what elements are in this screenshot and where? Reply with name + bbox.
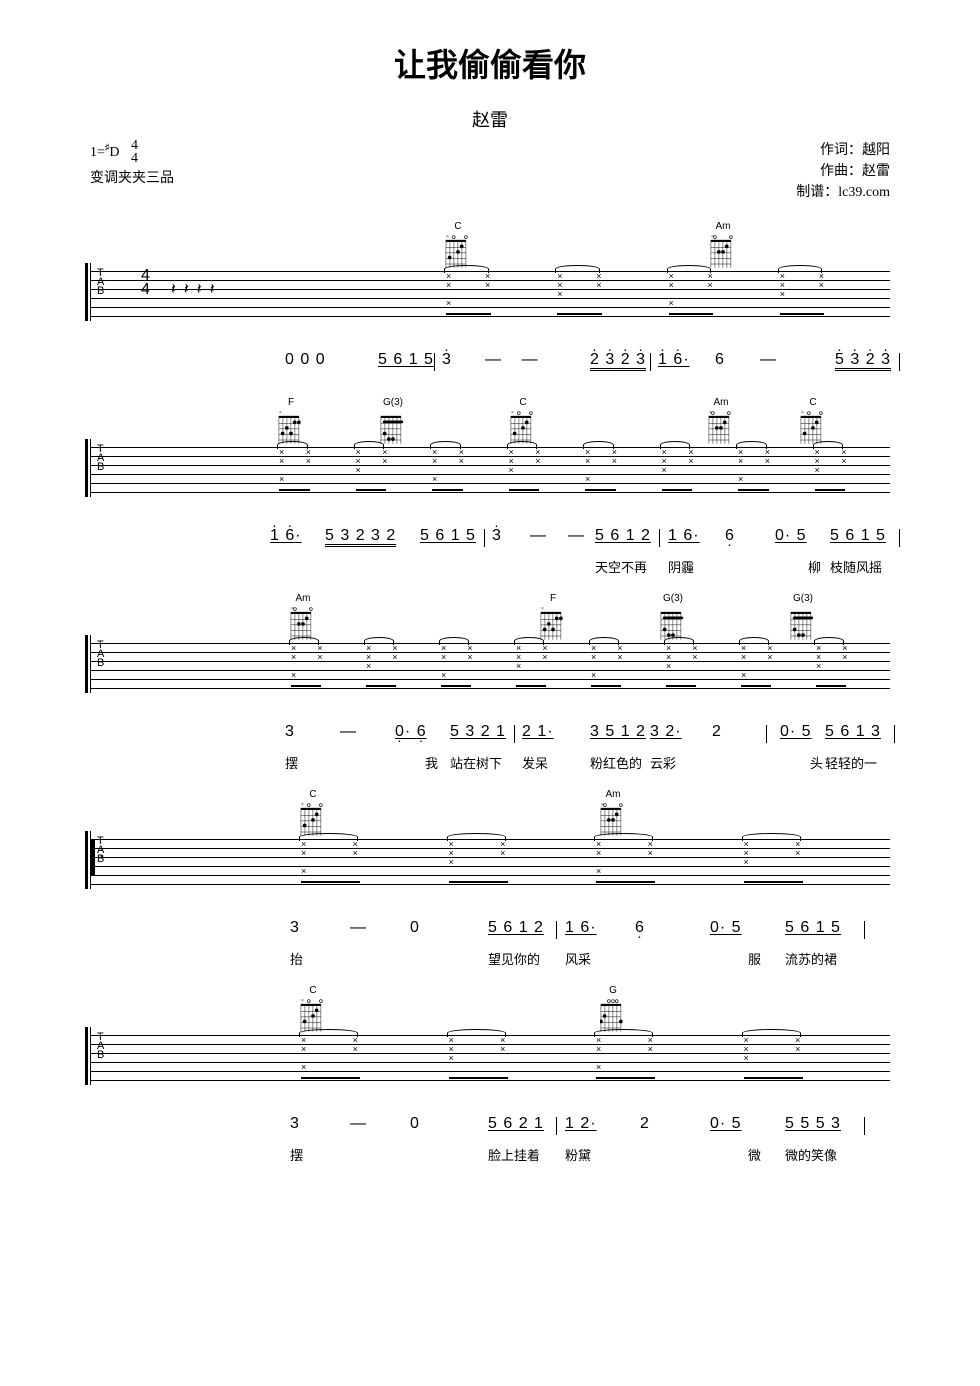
lyric-text: 脸上挂着 (488, 1145, 540, 1164)
chord-diagram: G(3)3 (660, 593, 686, 635)
chord-diagram: Am× (710, 221, 736, 263)
chord-diagram: C× (445, 221, 471, 263)
lyric-row: 抬 望见你的 风采 服 流苏的裙 (90, 949, 890, 967)
lyric-text: 流苏的裙 (785, 949, 837, 968)
lyric-text: 摆 (290, 1145, 303, 1164)
lyric-row: 天空不再 阴霾 柳枝随风摇 (90, 557, 890, 575)
svg-text:×: × (301, 802, 304, 808)
lyric-text: 望见你的 (488, 949, 540, 968)
chord-diagram: C× (510, 397, 536, 439)
chord-diagram: C× (300, 985, 326, 1027)
svg-text:×: × (301, 998, 304, 1004)
notation-row: 0 0 05 6 1 53— —2 3 2 31 6·6—5 3 2 3 (90, 351, 890, 379)
chord-diagram: C× (800, 397, 826, 439)
chord-diagram: C× (300, 789, 326, 831)
tab-staff: TAB×××××××××××××××××××××××××××××××××××××… (90, 635, 890, 693)
transcriber: 制谱：lc39.com (796, 182, 890, 203)
chord-diagram: Am× (290, 593, 316, 635)
lyric-text: 摆 (285, 753, 298, 772)
lyric-text: 头 (810, 753, 823, 772)
svg-text:×: × (541, 606, 544, 612)
music-system-3: Am× F× G(3)3 G(3)3TAB××××××××××××××××××××××… (90, 593, 890, 771)
artist-name: 赵雷 (90, 106, 890, 132)
notation-row: 1 6·5 3 2 3 25 6 1 53——5 6 1 21 6·60· 55… (90, 527, 890, 555)
chord-diagram: G(3)3 (380, 397, 406, 439)
lyric-text: 阴霾 (668, 557, 694, 576)
lyric-text: 我 (425, 753, 438, 772)
lyric-text: 粉黛 (565, 1145, 591, 1164)
chord-diagram: Am× (708, 397, 734, 439)
lyric-text: 微 (748, 1145, 761, 1164)
lyric-text: 微的笑像 (785, 1145, 837, 1164)
lyric-text: 发呆 (522, 753, 548, 772)
notation-row: 3—05 6 1 21 6·60· 55 6 1 5 (90, 919, 890, 947)
svg-text:×: × (511, 410, 514, 416)
tab-staff: TAB×××××××××××××××××××× (90, 1027, 890, 1085)
key-signature: 1=♯D 44 (90, 140, 174, 165)
chord-diagram: G(3)3 (790, 593, 816, 635)
lyric-text: 风采 (565, 949, 591, 968)
credits: 作词：越阳 作曲：赵雷 制谱：lc39.com (796, 140, 890, 203)
time-signature: 44 (131, 140, 138, 165)
lyric-text: 天空不再 (595, 557, 647, 576)
music-system-2: F× G(3)3 C× Am× C×TAB×××××××××××××××××××××××… (90, 397, 890, 575)
composer: 作曲：赵雷 (796, 161, 890, 182)
tab-staff: TAB×××××××××××××××××××××××××××××××××××××… (90, 439, 890, 497)
svg-text:×: × (279, 410, 282, 416)
svg-text:×: × (801, 410, 804, 416)
music-system-1: C× Am×TAB44××××××××××××××××××××𝄽 𝄽 𝄽 𝄽 0 0… (90, 221, 890, 379)
lyric-text: 抬 (290, 949, 303, 968)
svg-text:×: × (446, 234, 449, 240)
chord-diagram: F× (540, 593, 566, 635)
lyricist: 作词：越阳 (796, 140, 890, 161)
notation-row: 3—0· 65 3 2 12 1·3 5 1 23 2·20· 55 6 1 3 (90, 723, 890, 751)
lyric-row: 摆 脸上挂着 粉黛 微 微的笑像 (90, 1145, 890, 1163)
tab-staff: TAB44××××××××××××××××××××𝄽 𝄽 𝄽 𝄽 (90, 263, 890, 321)
tab-staff: TAB··×××××××××××××××××××× (90, 831, 890, 889)
lyric-text: 站在树下 (450, 753, 502, 772)
lyric-text: 轻轻的一 (825, 753, 877, 772)
music-system-5: C× GTAB×××××××××××××××××××× 3—05 6 2 11 2·… (90, 985, 890, 1163)
lyric-text: 枝随风摇 (830, 557, 882, 576)
chord-diagram: Am× (600, 789, 626, 831)
lyric-text: 柳 (808, 557, 821, 576)
lyric-row: 摆 我站在树下 发呆 粉红色的云彩 头轻轻的一 (90, 753, 890, 771)
lyric-text: 粉红色的 (590, 753, 642, 772)
lyric-text: 云彩 (650, 753, 676, 772)
song-title: 让我偷偷看你 (90, 40, 890, 86)
capo-instruction: 变调夹夹三品 (90, 167, 174, 187)
music-system-4: C× Am×TAB··×××××××××××××××××××× 3—05 6 1 2… (90, 789, 890, 967)
chord-diagram: F× (278, 397, 304, 439)
lyric-text: 服 (748, 949, 761, 968)
notation-row: 3—05 6 2 11 2·20· 55 5 5 3 (90, 1115, 890, 1143)
chord-diagram: G (600, 985, 626, 1027)
